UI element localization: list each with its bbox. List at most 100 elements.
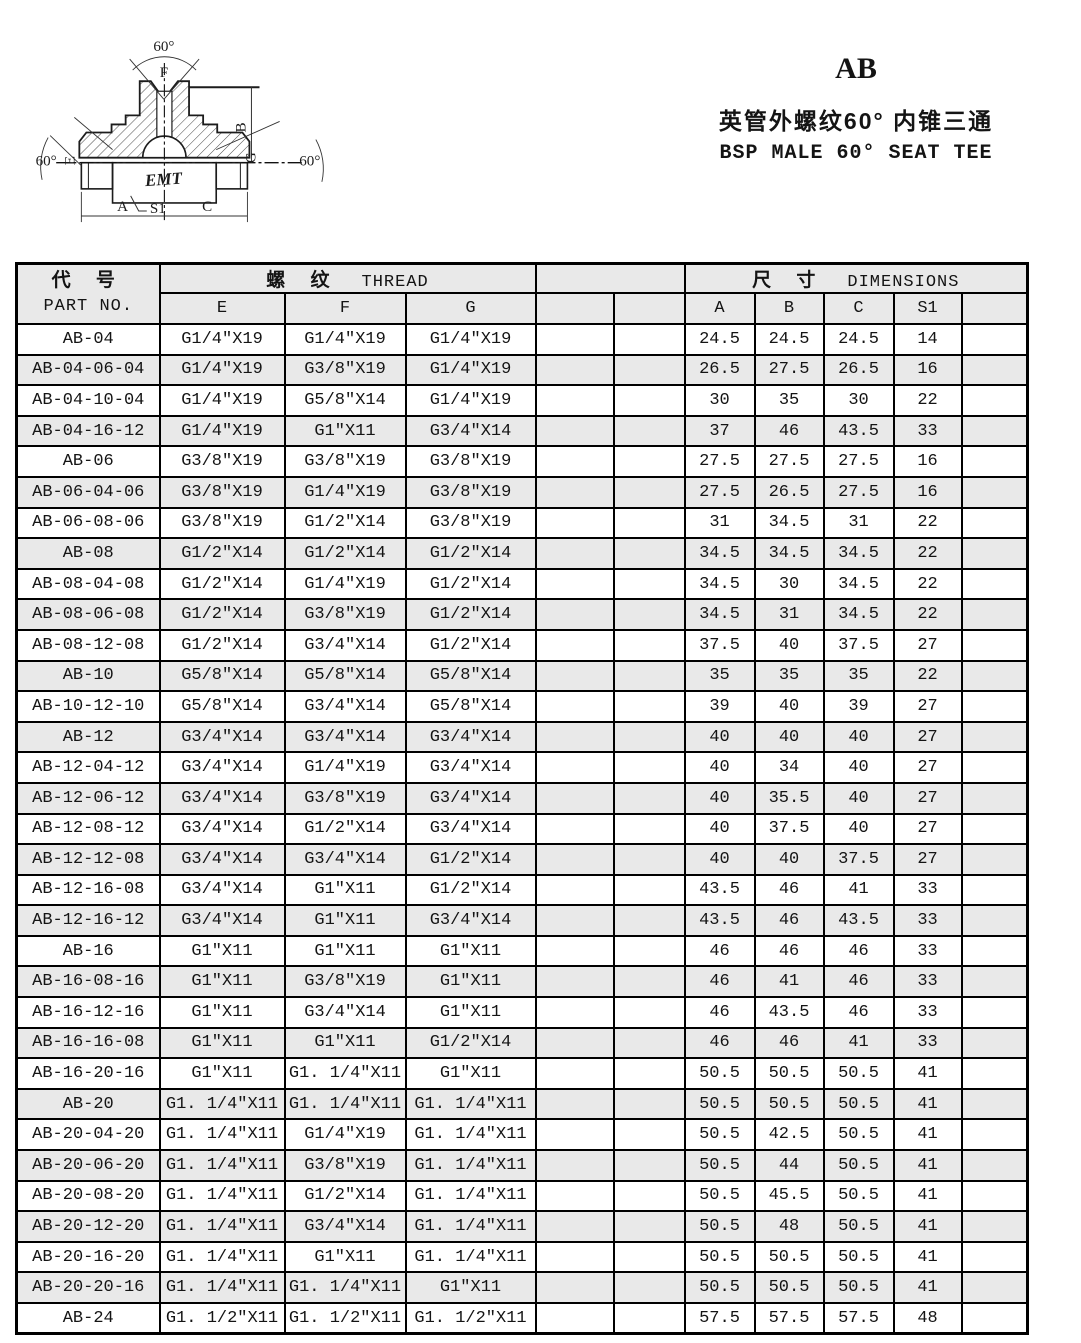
s1-value-cell: 41 — [892, 1179, 963, 1213]
c-value-cell: 35 — [822, 659, 895, 693]
c-value-cell: 50.5 — [822, 1149, 895, 1182]
f-value-cell: G1″X11 — [283, 1026, 407, 1060]
s1-value-cell: 22 — [892, 659, 963, 693]
b-value-cell: 37.5 — [753, 812, 825, 846]
thread-header-en: THREAD — [361, 273, 429, 292]
empty-cell — [960, 904, 1029, 937]
col-header-c: C — [822, 292, 895, 325]
g-value-cell: G5/8″X14 — [404, 659, 537, 693]
a-value-cell: 37.5 — [683, 628, 756, 662]
empty-cell — [960, 1057, 1029, 1090]
c-value-cell: 50.5 — [822, 1240, 895, 1274]
a-value-cell: 40 — [683, 812, 756, 846]
table-row: AB-24 G1. 1/2″X11 G1. 1/2″X11 G1. 1/2″X11 57… — [15, 1302, 1029, 1335]
a-value-cell: 46 — [683, 934, 756, 968]
part-no-cell: AB-24 — [15, 1302, 161, 1335]
b-value-cell: 45.5 — [753, 1179, 825, 1213]
empty-cell — [960, 323, 1029, 356]
table-row: AB-20-04-20 G1. 1/4″X11 G1/4″X19 G1. 1/4″X1… — [15, 1118, 1029, 1152]
f-value-cell: G3/4″X14 — [283, 628, 407, 662]
e-value-cell: G1″X11 — [158, 996, 286, 1029]
a-value-cell: 35 — [683, 659, 756, 693]
fitting-drawing: 60° F B E 60° G 60° A S1 C EMT — [26, 28, 338, 236]
part-no-cell: AB-12-08-12 — [15, 812, 161, 846]
empty-cell — [534, 323, 615, 356]
a-value-cell: 24.5 — [683, 323, 756, 356]
empty-cell — [534, 690, 615, 723]
empty-cell — [534, 567, 615, 601]
right-angle-arc — [315, 139, 324, 182]
empty-cell — [612, 445, 686, 478]
b-value-cell: 50.5 — [753, 1240, 825, 1274]
empty-cell — [534, 1057, 615, 1090]
part-no-cell: AB-06-04-06 — [15, 475, 161, 509]
empty-cell — [534, 873, 615, 907]
e-value-cell: G1. 1/4″X11 — [158, 1271, 286, 1304]
drawing-label-a: A — [117, 199, 128, 215]
e-value-cell: G3/8″X19 — [158, 475, 286, 509]
empty-cell — [612, 843, 686, 876]
a-value-cell: 43.5 — [683, 873, 756, 907]
e-value-cell: G1. 1/4″X11 — [158, 1118, 286, 1152]
table-row: AB-20-06-20 G1. 1/4″X11 G3/8″X19 G1. 1/4″X1… — [15, 1149, 1029, 1182]
empty-cell — [534, 659, 615, 693]
g-value-cell: G3/4″X14 — [404, 751, 537, 784]
cone-line-right — [163, 58, 200, 100]
empty-cell — [960, 1179, 1029, 1213]
g-value-cell: G1. 1/2″X11 — [404, 1302, 537, 1335]
f-value-cell: G1/4″X19 — [283, 751, 407, 784]
a-value-cell: 27.5 — [683, 475, 756, 509]
s1-value-cell: 16 — [892, 475, 963, 509]
part-no-cell: AB-04-06-04 — [15, 353, 161, 387]
f-value-cell: G1/4″X19 — [283, 323, 407, 356]
b-value-cell: 34.5 — [753, 506, 825, 540]
f-value-cell: G3/8″X19 — [283, 353, 407, 387]
s1-value-cell: 33 — [892, 965, 963, 999]
e-value-cell: G1″X11 — [158, 934, 286, 968]
table-row: AB-12-06-12 G3/4″X14 G3/8″X19 G3/4″X14 40 35.… — [15, 781, 1029, 815]
e-value-cell: G3/4″X14 — [158, 812, 286, 846]
header-row-2: E F G A B C S1 — [16, 292, 1029, 325]
empty-cell — [534, 353, 615, 387]
g-value-cell: G1/4″X19 — [404, 384, 537, 417]
table-row: AB-20-16-20 G1. 1/4″X11 G1″X11 G1. 1/4″X11 5… — [15, 1240, 1029, 1274]
s1-value-cell: 27 — [892, 781, 963, 815]
part-no-cell: AB-04-10-04 — [15, 384, 161, 417]
empty-cell — [534, 1240, 615, 1274]
f-value-cell: G5/8″X14 — [283, 384, 407, 417]
empty-cell — [960, 567, 1029, 601]
a-value-cell: 31 — [683, 506, 756, 540]
s1-value-cell: 41 — [892, 1240, 963, 1274]
left-port — [80, 161, 114, 190]
empty-cell — [612, 904, 686, 937]
f-value-cell: G1/2″X14 — [283, 506, 407, 540]
e-value-cell: G3/8″X19 — [158, 506, 286, 540]
table-row: AB-04-16-12 G1/4″X19 G1″X11 G3/4″X14 37 46 43.… — [15, 414, 1029, 448]
e-value-cell: G1″X11 — [158, 1026, 286, 1060]
e-value-cell: G1. 1/2″X11 — [158, 1302, 286, 1335]
e-value-cell: G5/8″X14 — [158, 659, 286, 693]
empty-cell — [612, 506, 686, 540]
b-value-cell: 27.5 — [753, 445, 825, 478]
part-no-cell: AB-16-16-08 — [15, 1026, 161, 1060]
empty-cell — [612, 1302, 686, 1335]
f-value-cell: G1″X11 — [283, 414, 407, 448]
part-no-cell: AB-20-20-16 — [15, 1271, 161, 1304]
g-value-cell: G1/2″X14 — [404, 567, 537, 601]
empty-cell — [612, 720, 686, 754]
f-value-cell: G3/4″X14 — [283, 843, 407, 876]
g-value-cell: G1/2″X14 — [404, 598, 537, 631]
e-value-cell: G1″X11 — [158, 1057, 286, 1090]
empty-cell — [612, 414, 686, 448]
empty-cell — [612, 812, 686, 846]
table-row: AB-16-12-16 G1″X11 G3/4″X14 G1″X11 46 43.5 46 3… — [15, 996, 1029, 1029]
g-value-cell: G1/2″X14 — [404, 873, 537, 907]
empty-cell — [960, 720, 1029, 754]
cone-arc — [132, 56, 197, 71]
part-no-cell: AB-08-04-08 — [15, 567, 161, 601]
e-value-cell: G3/4″X14 — [158, 843, 286, 876]
c-value-cell: 40 — [822, 781, 895, 815]
empty-cell — [534, 1179, 615, 1213]
f-value-cell: G3/8″X19 — [283, 1149, 407, 1182]
emt-logo: EMT — [143, 169, 183, 191]
